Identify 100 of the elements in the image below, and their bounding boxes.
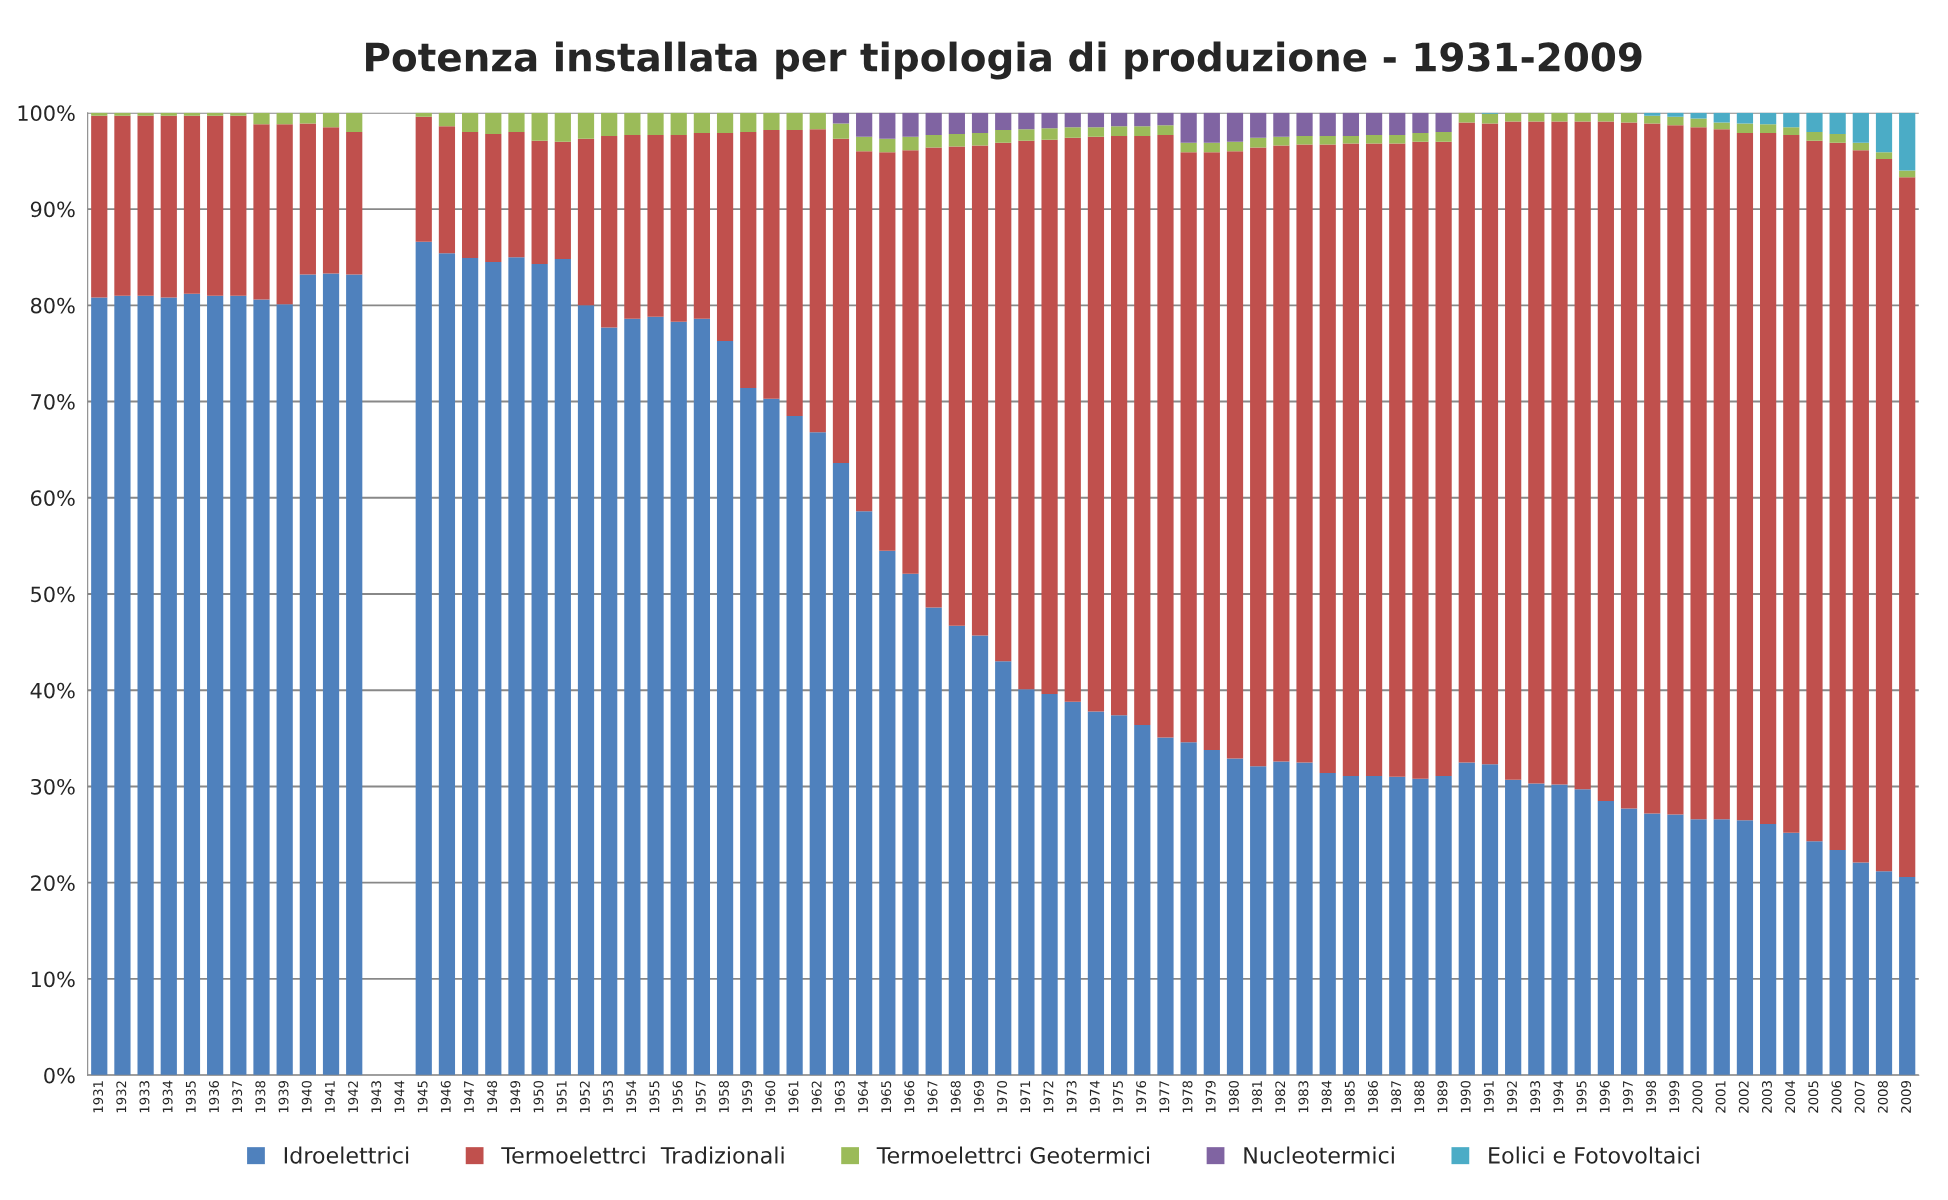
x-tick-label: 2008	[1877, 1080, 1888, 1113]
x-tick-label: 1986	[1367, 1080, 1378, 1113]
bar	[1551, 112, 1568, 122]
x-tick-label: 1988	[1414, 1080, 1425, 1113]
bar	[1250, 147, 1267, 767]
bar	[670, 134, 687, 322]
bar	[1690, 112, 1707, 119]
bar	[879, 112, 896, 139]
bar	[91, 112, 108, 116]
x-tick-label: 1939	[278, 1080, 289, 1113]
bar	[1829, 850, 1846, 1076]
x-tick-label: 1960	[765, 1080, 776, 1113]
bar	[879, 550, 896, 1076]
x-tick-label: 1992	[1507, 1081, 1517, 1113]
bar	[207, 112, 224, 116]
bar	[1250, 766, 1267, 1076]
x-tick-label: 1970	[997, 1080, 1008, 1113]
bar	[485, 112, 502, 134]
x-tick-label: 1994	[1553, 1080, 1564, 1113]
bar	[137, 112, 154, 116]
bar	[183, 112, 201, 116]
bar	[1783, 112, 1800, 128]
x-tick-label: 2006	[1831, 1080, 1842, 1113]
x-tick-label: 1953	[603, 1081, 614, 1113]
bar	[1829, 142, 1846, 850]
bar	[1783, 127, 1800, 135]
bar	[740, 132, 757, 389]
bar	[1852, 150, 1869, 863]
bar	[1111, 135, 1128, 716]
bar	[554, 141, 571, 260]
bar	[485, 133, 502, 262]
bar	[230, 112, 247, 116]
bar	[1806, 140, 1823, 842]
bar	[1412, 133, 1429, 142]
x-tick-label: 1985	[1344, 1081, 1355, 1113]
x-tick-label: 1972	[1043, 1081, 1054, 1113]
bar	[1690, 127, 1707, 820]
x-tick-label: 1982	[1275, 1081, 1286, 1113]
bar	[1273, 136, 1290, 146]
bar	[508, 257, 525, 1076]
bar	[925, 112, 942, 135]
x-tick-label: 1991	[1483, 1081, 1494, 1113]
bar	[1134, 724, 1151, 1076]
bar	[1134, 112, 1151, 127]
bar	[1644, 123, 1661, 814]
bar	[647, 134, 664, 317]
x-tick-label: 1984	[1321, 1080, 1332, 1113]
bar	[1226, 758, 1244, 1076]
bar	[1180, 742, 1197, 1076]
bar	[1435, 775, 1452, 1076]
bar	[160, 112, 177, 116]
bar	[1018, 129, 1035, 141]
bar	[183, 115, 201, 294]
bar	[1481, 113, 1499, 124]
bar	[1713, 129, 1730, 820]
bar	[1342, 143, 1360, 776]
bar	[346, 132, 363, 275]
bar	[971, 133, 989, 146]
bar	[832, 463, 850, 1076]
bar	[740, 112, 757, 133]
x-tick-label: 1931	[93, 1081, 104, 1113]
bar	[1899, 177, 1916, 877]
bar	[832, 123, 850, 139]
x-tick-label: 1976	[1136, 1080, 1147, 1113]
bar	[1528, 783, 1545, 1076]
bar	[1296, 112, 1313, 136]
bar	[647, 316, 664, 1076]
bar	[1412, 778, 1429, 1076]
y-tick-label: 10%	[31, 971, 75, 988]
bar	[1667, 814, 1684, 1076]
x-tick-label: 1951	[556, 1081, 567, 1113]
bar	[763, 398, 780, 1076]
bar	[1273, 145, 1290, 762]
bar	[1319, 773, 1336, 1076]
bar	[763, 130, 780, 399]
bar	[415, 116, 432, 242]
bar	[1226, 151, 1244, 759]
x-tick-label: 1957	[695, 1081, 706, 1113]
bar	[114, 115, 131, 296]
bar	[1783, 134, 1800, 833]
bar	[601, 112, 618, 136]
bar	[438, 112, 456, 127]
bar	[531, 263, 548, 1076]
x-tick-label: 1948	[487, 1080, 498, 1113]
bar	[1899, 876, 1916, 1076]
legend-label: Idroelettrici	[284, 1146, 409, 1164]
x-tick-label: 1996	[1599, 1080, 1610, 1113]
bar	[1064, 127, 1081, 138]
x-tick-label: 1947	[463, 1081, 474, 1113]
bar	[925, 607, 942, 1076]
bar	[1157, 125, 1174, 135]
bar	[601, 135, 618, 328]
y-tick-label: 40%	[30, 682, 75, 699]
y-tick-label: 90%	[30, 201, 75, 218]
bar	[299, 274, 316, 1076]
bar	[1760, 824, 1777, 1076]
bar	[995, 130, 1012, 143]
bar	[230, 295, 247, 1076]
x-tick-label: 1949	[510, 1080, 521, 1113]
x-tick-label: 1932	[116, 1081, 127, 1113]
